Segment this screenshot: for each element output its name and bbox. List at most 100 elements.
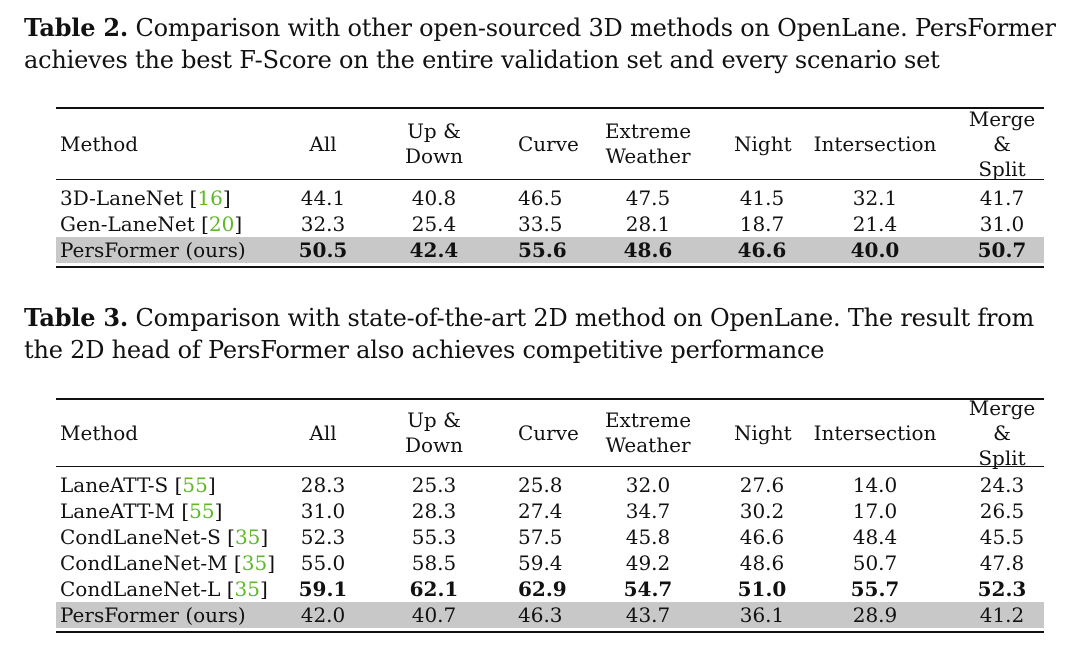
cell-updown: 25.4 — [411, 212, 457, 236]
header-curve: Curve — [518, 131, 579, 156]
header-method: Method — [60, 420, 139, 445]
method-cell: LaneATT-S [55] — [60, 473, 216, 497]
cell-intersection: 48.4 — [852, 525, 898, 549]
method-cell: Gen-LaneNet [20] — [60, 212, 243, 236]
header-extreme-weather: Extreme Weather — [604, 119, 692, 168]
table3-bottom-rule — [56, 631, 1044, 633]
method-cell: CondLaneNet-L [35] — [60, 577, 268, 601]
cell-extreme: 54.7 — [623, 577, 673, 601]
cell-curve: 62.9 — [518, 577, 567, 601]
cell-extreme: 48.6 — [623, 238, 673, 262]
table-row: Gen-LaneNet [20] 32.3 25.4 33.5 28.1 18.… — [56, 211, 1044, 237]
table2-caption-line2: achieves the best F-Score on the entire … — [24, 46, 940, 74]
cell-intersection: 21.4 — [852, 212, 898, 236]
cell-intersection: 17.0 — [852, 499, 898, 523]
cell-merge: 41.7 — [979, 186, 1025, 210]
table3-mid-rule — [56, 466, 1044, 467]
cell-night: 18.7 — [739, 212, 785, 236]
table3-header-row: Method All Up & Down Curve Extreme Weather… — [56, 396, 1044, 470]
table-row: CondLaneNet-S [35] 52.3 55.3 57.5 45.8 4… — [56, 524, 1044, 550]
citation-link[interactable]: 55 — [182, 473, 208, 497]
cell-merge: 52.3 — [977, 577, 1027, 601]
citation-link[interactable]: 20 — [208, 212, 235, 236]
cell-intersection: 32.1 — [852, 186, 898, 210]
cell-updown: 40.8 — [411, 186, 457, 210]
cell-extreme: 28.1 — [625, 212, 671, 236]
citation-link[interactable]: 16 — [197, 186, 223, 210]
table2-top-rule — [56, 107, 1044, 109]
cell-updown: 42.4 — [409, 238, 459, 262]
header-curve: Curve — [518, 420, 579, 445]
cell-curve: 57.5 — [518, 525, 563, 549]
table-row: CondLaneNet-M [35] 55.0 58.5 59.4 49.2 4… — [56, 550, 1044, 576]
citation-link[interactable]: 55 — [189, 499, 215, 523]
cell-merge: 26.5 — [979, 499, 1025, 523]
cell-extreme: 47.5 — [625, 186, 671, 210]
method-cell: CondLaneNet-S [35] — [60, 525, 269, 549]
method-cell: LaneATT-M [55] — [60, 499, 223, 523]
table2-caption-line1: Table 2. Comparison with other open-sour… — [24, 12, 1074, 44]
table-row: CondLaneNet-L [35] 59.1 62.1 62.9 54.7 5… — [56, 576, 1044, 602]
cell-night: 30.2 — [739, 499, 785, 523]
cell-merge: 50.7 — [977, 238, 1027, 262]
table-row-highlighted: PersFormer (ours) 50.5 42.4 55.6 48.6 46… — [56, 237, 1044, 263]
cell-merge: 31.0 — [979, 212, 1025, 236]
cell-intersection: 14.0 — [852, 473, 898, 497]
cell-merge: 45.5 — [979, 525, 1025, 549]
cell-all: 52.3 — [300, 525, 346, 549]
cell-all: 50.5 — [298, 238, 348, 262]
method-cell: PersFormer (ours) — [60, 603, 246, 627]
table2-bottom-rule — [56, 266, 1044, 268]
cell-curve: 59.4 — [518, 551, 563, 575]
table2-caption-label: Table 2. — [24, 13, 129, 42]
cell-intersection: 55.7 — [850, 577, 900, 601]
cell-merge: 41.2 — [979, 603, 1025, 627]
header-merge-split: Merge & Split — [968, 106, 1036, 181]
method-cell: PersFormer (ours) — [60, 238, 246, 262]
cell-extreme: 49.2 — [625, 551, 671, 575]
citation-link[interactable]: 35 — [241, 551, 268, 575]
cell-all: 32.3 — [300, 212, 346, 236]
cell-curve: 46.5 — [518, 186, 563, 210]
cell-night: 46.6 — [737, 238, 787, 262]
cell-intersection: 40.0 — [850, 238, 900, 262]
citation-link[interactable]: 35 — [234, 577, 260, 601]
header-updown: Up & Down — [404, 408, 464, 457]
cell-extreme: 45.8 — [625, 525, 671, 549]
table3-caption-text: Comparison with state-of-the-art 2D meth… — [128, 304, 1035, 332]
header-extreme-weather: Extreme Weather — [604, 408, 692, 457]
table2: Method All Up & Down Curve Extreme Weather… — [56, 107, 1044, 268]
cell-all: 44.1 — [300, 186, 346, 210]
cell-extreme: 43.7 — [625, 603, 671, 627]
cell-curve: 33.5 — [518, 212, 563, 236]
cell-updown: 58.5 — [411, 551, 457, 575]
cell-curve: 46.3 — [518, 603, 563, 627]
cell-extreme: 32.0 — [625, 473, 671, 497]
header-intersection: Intersection — [813, 131, 937, 156]
cell-night: 46.6 — [739, 525, 785, 549]
table-row: LaneATT-M [55] 31.0 28.3 27.4 34.7 30.2 … — [56, 498, 1044, 524]
cell-all: 55.0 — [300, 551, 346, 575]
header-method: Method — [60, 131, 139, 156]
table2-caption-text: Comparison with other open-sourced 3D me… — [128, 14, 1056, 42]
cell-updown: 40.7 — [411, 603, 457, 627]
header-updown: Up & Down — [404, 119, 464, 168]
citation-link[interactable]: 35 — [234, 525, 261, 549]
cell-curve: 25.8 — [518, 473, 563, 497]
table2-mid-rule — [56, 179, 1044, 180]
cell-merge: 47.8 — [979, 551, 1025, 575]
table-row-highlighted: PersFormer (ours) 42.0 40.7 46.3 43.7 36… — [56, 602, 1044, 628]
cell-night: 51.0 — [737, 577, 787, 601]
table3-caption-line2: the 2D head of PersFormer also achieves … — [24, 336, 825, 364]
method-cell: CondLaneNet-M [35] — [60, 551, 275, 575]
cell-merge: 24.3 — [979, 473, 1025, 497]
table3: Method All Up & Down Curve Extreme Weather… — [56, 396, 1044, 633]
cell-extreme: 34.7 — [625, 499, 671, 523]
header-intersection: Intersection — [813, 420, 937, 445]
header-all: All — [309, 420, 337, 445]
header-night: Night — [734, 420, 792, 445]
table-row: LaneATT-S [55] 28.3 25.3 25.8 32.0 27.6 … — [56, 472, 1044, 498]
cell-all: 59.1 — [298, 577, 348, 601]
cell-night: 27.6 — [739, 473, 785, 497]
cell-night: 41.5 — [739, 186, 785, 210]
